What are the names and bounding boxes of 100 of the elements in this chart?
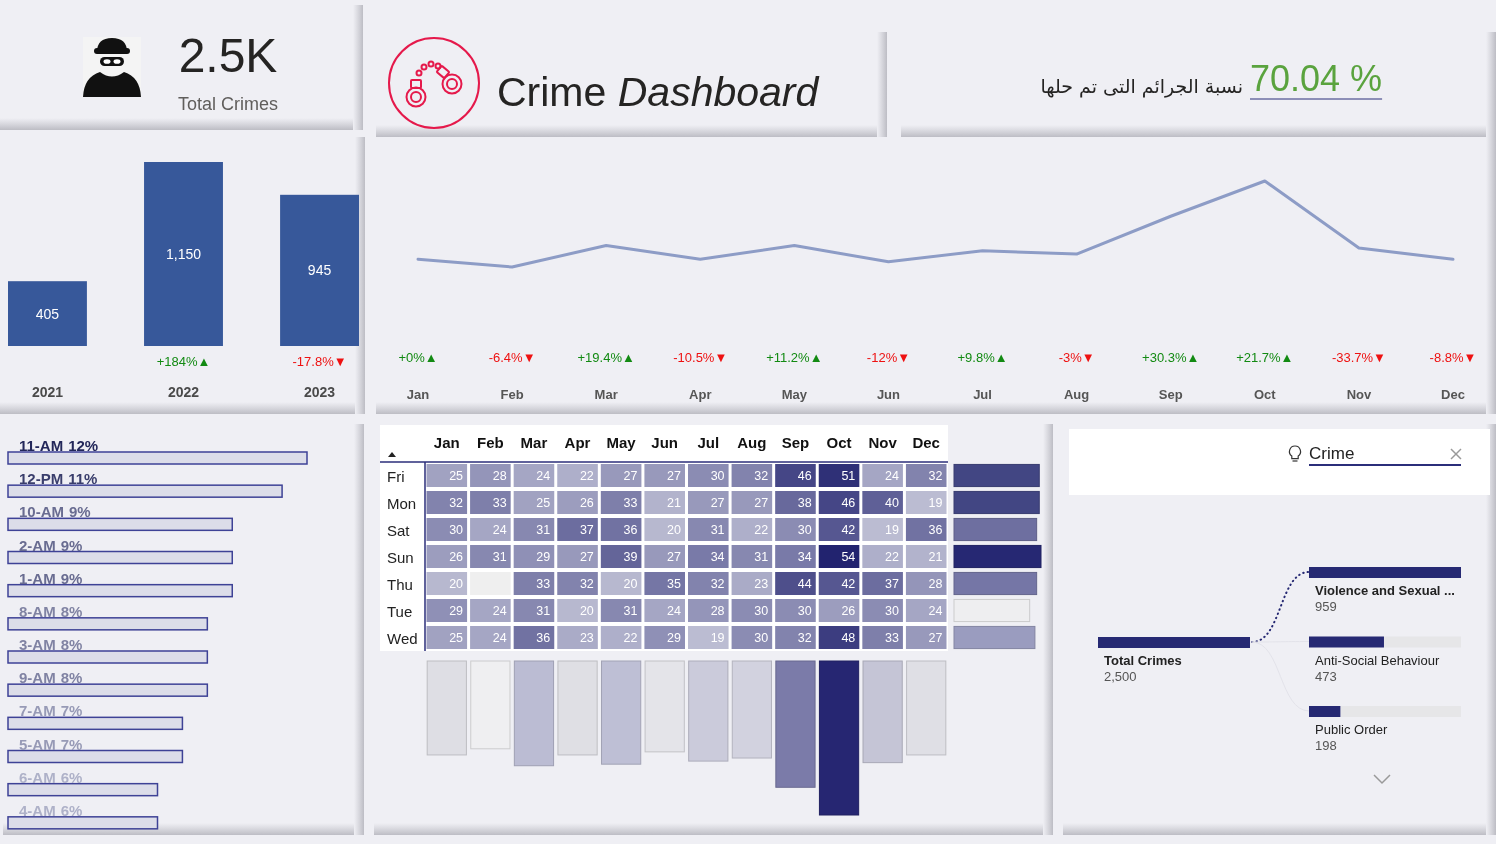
y-tick-label: 6-AM [19, 768, 56, 786]
bar [7, 650, 209, 664]
data-label: 405 [35, 305, 60, 322]
data-label: 25 [536, 496, 551, 510]
data-label: 28 [710, 604, 725, 618]
data-label: 9% [60, 569, 83, 587]
text: -8.8%▼ [1429, 350, 1477, 365]
data-label: 23 [579, 631, 594, 645]
data-label: 36 [928, 523, 943, 537]
data-label: 32 [710, 577, 725, 591]
data-label: 24 [492, 604, 507, 618]
data-label: 42 [841, 577, 856, 591]
data-label: 27 [623, 469, 638, 483]
bar [953, 517, 1038, 542]
x-tick-label: Jul [973, 387, 992, 402]
data-label: 28 [492, 469, 507, 483]
y-tick-label: Tue [387, 602, 413, 620]
data-label: 32 [754, 469, 769, 483]
data-label: 25 [449, 469, 464, 483]
data-label: 23 [754, 577, 769, 591]
data-label: 33 [536, 577, 551, 591]
data-label: 6% [60, 768, 83, 786]
data-label: 29 [667, 631, 682, 645]
data-label: 32 [797, 631, 812, 645]
y-tick-label: Thu [387, 575, 413, 593]
data-label: 8% [60, 636, 83, 653]
x-tick-label: Jun [876, 387, 901, 402]
x-tick-label: Sep [1158, 387, 1183, 402]
text: 2.5K [178, 29, 278, 82]
data-label: 46 [841, 496, 856, 510]
data-label: 8% [60, 602, 83, 620]
x-tick-label: Oct [826, 434, 852, 451]
bar [7, 451, 308, 465]
data-label: 30 [710, 469, 725, 483]
x-tick-label: 2021 [31, 384, 64, 400]
data-label: 29 [536, 550, 551, 564]
data-label: 25 [449, 631, 464, 645]
y-tick-label: 8-AM [19, 602, 56, 620]
x-tick-label: Oct [1253, 387, 1277, 402]
text: -17.8%▼ [292, 354, 347, 369]
text: +11.2%▲ [766, 350, 823, 365]
data-label: 9% [60, 536, 83, 554]
bar [953, 490, 1040, 515]
text: +9.8%▲ [957, 350, 1008, 365]
x-tick-label: Jan [433, 434, 460, 451]
data-label: 24 [492, 631, 507, 645]
data-label: 30 [449, 523, 464, 537]
x-tick-label: Apr [564, 434, 591, 451]
bar [953, 571, 1038, 596]
data-label: 34 [797, 550, 812, 564]
data-label: 36 [536, 631, 551, 645]
x-tick-label: Mar [594, 387, 618, 402]
bar [953, 544, 1042, 569]
data-label: 26 [579, 496, 594, 510]
data-label: 20 [579, 604, 594, 618]
data-label: 51 [841, 469, 856, 483]
data-label: 27 [579, 550, 594, 564]
data-label: 34 [710, 550, 725, 564]
y-tick-label: 7-AM [19, 702, 56, 720]
data-label: 27 [754, 496, 769, 510]
bar [7, 617, 209, 631]
data-label: 6% [60, 801, 83, 819]
x-tick-label: Feb [500, 387, 524, 402]
data-label: 37 [885, 577, 899, 591]
data-label: 31 [710, 523, 725, 537]
x-tick-label: Aug [1064, 387, 1090, 402]
data-label: 21 [928, 550, 943, 564]
y-tick-label: 12-PM [19, 470, 64, 488]
data-label: 22 [754, 523, 769, 537]
y-tick-label: Wed [387, 629, 418, 647]
data-label: 33 [623, 496, 638, 510]
data-label: 46 [797, 469, 812, 483]
x-tick-label: Nov [1346, 387, 1372, 402]
bar [7, 683, 209, 697]
data-label: 945 [307, 262, 332, 279]
text: -33.7%▼ [1331, 350, 1386, 365]
data-label: 24 [667, 604, 682, 618]
data-label: 24 [536, 469, 551, 483]
data-label: 9% [69, 503, 91, 521]
data-label: 28 [928, 577, 943, 591]
data-label: 33 [885, 631, 899, 645]
x-tick-label: Dec [912, 434, 940, 451]
data-label: 24 [928, 604, 943, 618]
data-label: 1,150 [165, 246, 202, 262]
bar [7, 583, 233, 598]
text: -10.5%▼ [673, 350, 728, 365]
data-label: 54 [841, 550, 856, 564]
data-label: 30 [797, 604, 812, 618]
y-tick-label: 2-AM [19, 536, 56, 554]
y-tick-label: 3-AM [19, 636, 56, 653]
data-label: 30 [885, 604, 899, 618]
data-label: 31 [536, 523, 551, 537]
data-label: 20 [449, 577, 464, 591]
x-tick-label: Jul [697, 434, 720, 451]
data-label: 19 [710, 631, 725, 645]
x-tick-label: Jan [406, 387, 430, 402]
text: 70.04 % [1250, 58, 1383, 99]
bar [7, 782, 159, 797]
x-tick-label: Feb [477, 434, 504, 451]
y-tick-label: Mon [387, 494, 417, 512]
